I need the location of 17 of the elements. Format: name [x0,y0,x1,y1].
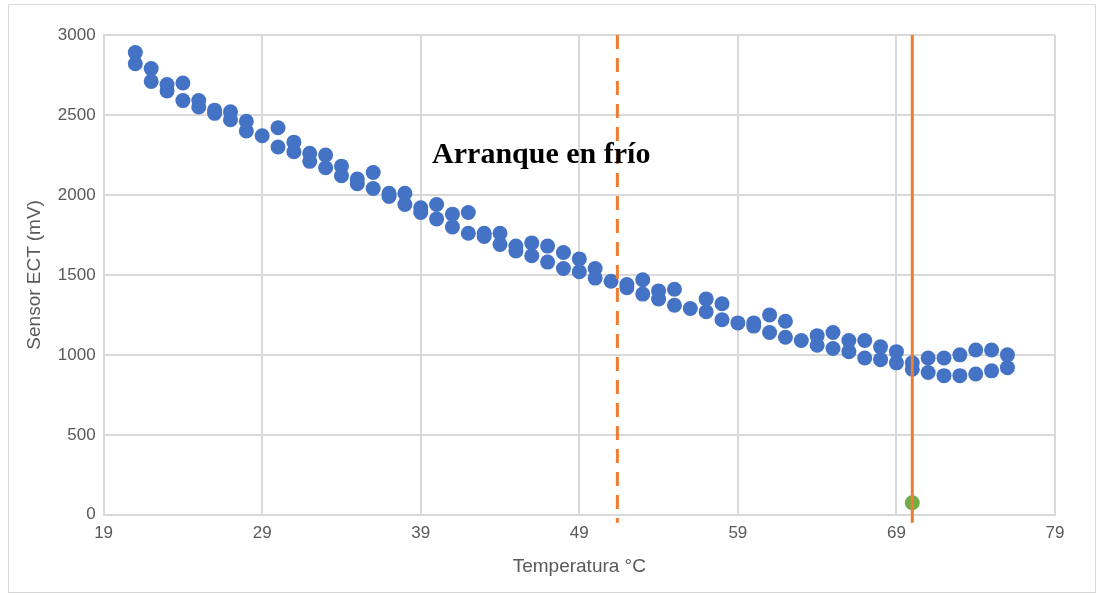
x-tick-label: 29 [252,522,272,542]
y-axis-title: Sensor ECT (mV) [22,200,44,350]
x-tick-label: 19 [94,522,114,542]
x-tick-label: 79 [1045,522,1065,542]
x-tick-label: 69 [886,522,906,542]
x-axis-title: Temperatura °C [512,554,646,576]
y-tick-label: 500 [67,424,96,444]
x-tick-label: 59 [728,522,748,542]
x-tick-label: 39 [411,522,431,542]
y-tick-label: 1000 [57,344,96,364]
annotation: Arranque en frío [432,135,651,169]
y-tick-label: 3000 [57,24,96,44]
x-tick-label: 49 [569,522,589,542]
y-tick-label: 0 [86,504,96,524]
y-tick-label: 2500 [57,104,96,124]
y-tick-label: 2000 [57,184,96,204]
y-tick-label: 1500 [57,264,96,284]
